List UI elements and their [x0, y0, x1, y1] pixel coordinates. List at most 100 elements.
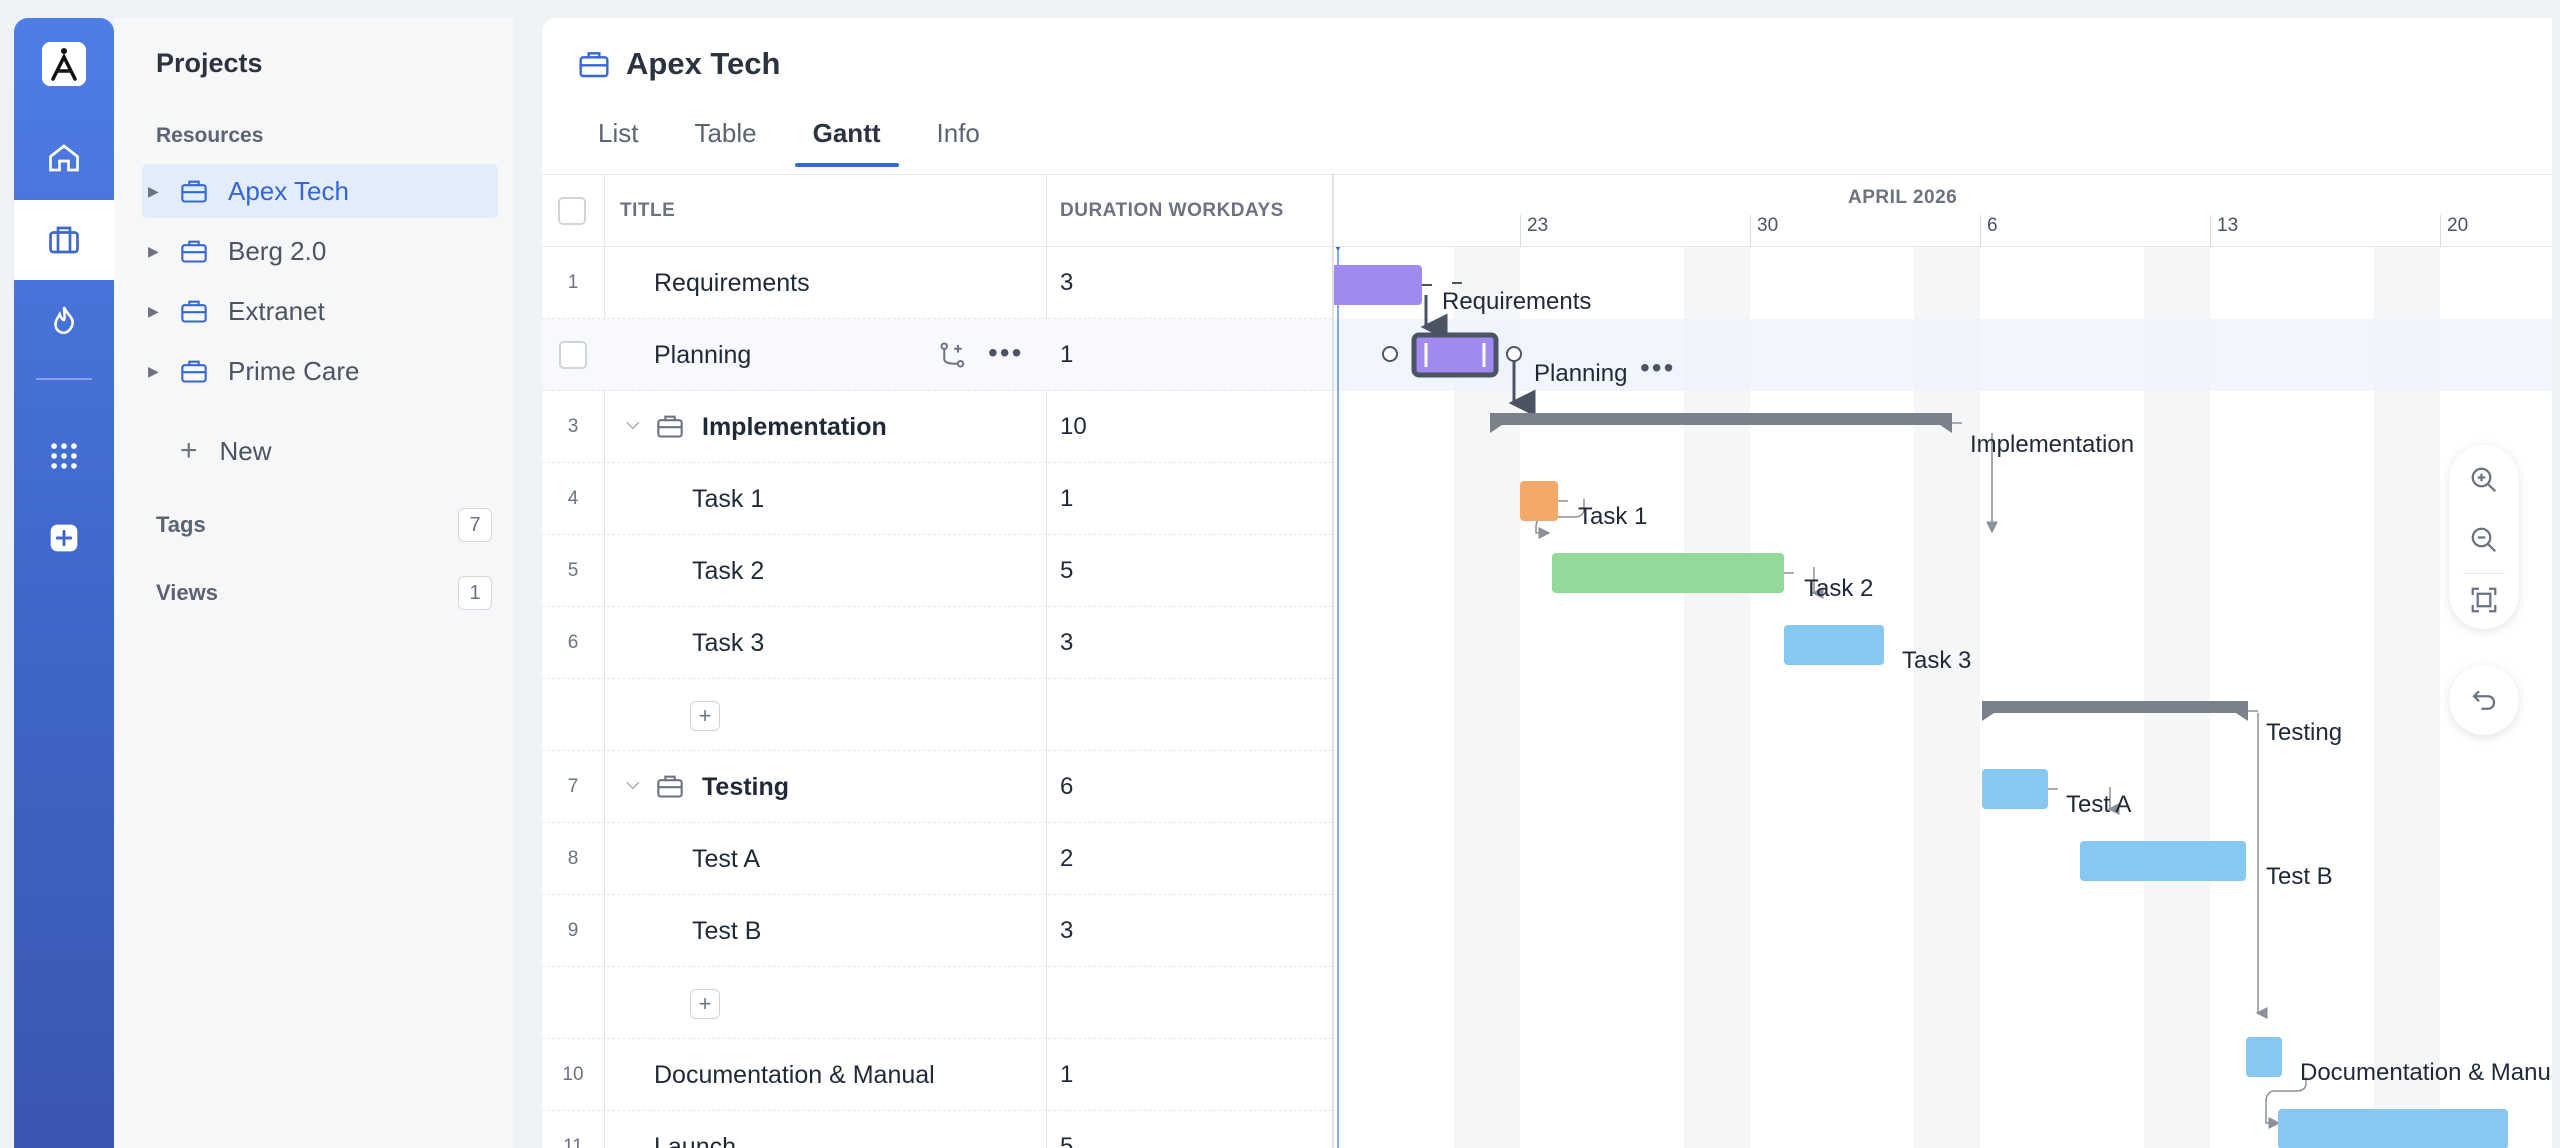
- row-duration[interactable]: 3: [1060, 917, 1074, 944]
- add-subtask-button[interactable]: +: [690, 701, 720, 731]
- fit-to-screen-icon[interactable]: [2469, 585, 2499, 620]
- flame-icon[interactable]: [14, 280, 114, 360]
- row-checkbox[interactable]: [542, 319, 604, 391]
- row-title[interactable]: Requirements: [654, 268, 810, 297]
- main-panel: Apex Tech List Table Gantt Info TITLE DU…: [542, 18, 2552, 1148]
- expand-caret-icon[interactable]: ▶: [148, 362, 159, 379]
- project-item-berg[interactable]: ▶ Berg 2.0: [142, 224, 498, 278]
- row-number: 4: [567, 488, 579, 509]
- row-duration[interactable]: 2: [1060, 845, 1074, 872]
- bar-requirements[interactable]: [1334, 265, 1422, 305]
- row-title[interactable]: Implementation: [702, 412, 887, 441]
- briefcase-icon: [180, 178, 208, 204]
- table-row[interactable]: 5 Task 2 5: [542, 535, 1332, 607]
- link-handle-left[interactable]: [1382, 346, 1398, 362]
- bar-test-b[interactable]: [2080, 841, 2246, 881]
- expand-caret-icon[interactable]: ▶: [148, 302, 159, 319]
- table-row[interactable]: 10 Documentation & Manual 1: [542, 1039, 1332, 1111]
- table-row[interactable]: 8 Test A 2: [542, 823, 1332, 895]
- app-logo[interactable]: [42, 42, 86, 86]
- timeline-header: APRIL 2026 23 30 6 13 20: [1334, 175, 2552, 247]
- views-section[interactable]: Views 1: [156, 576, 492, 610]
- row-duration[interactable]: 6: [1060, 773, 1074, 800]
- add-dependency-icon[interactable]: [938, 341, 968, 374]
- new-label: New: [219, 435, 272, 466]
- apps-grid-icon[interactable]: [14, 416, 114, 496]
- new-project-button[interactable]: + New: [142, 426, 498, 476]
- grid-divider: [1046, 175, 1047, 1148]
- table-row[interactable]: 4 Task 1 1: [542, 463, 1332, 535]
- tags-section[interactable]: Tags 7: [156, 508, 492, 542]
- undo-icon: [2472, 690, 2496, 710]
- select-all-checkbox[interactable]: [558, 175, 586, 247]
- bar-label-test-a: Test A: [2066, 791, 2132, 818]
- summary-bar-testing[interactable]: [1982, 701, 2248, 721]
- add-subtask-row: +: [542, 679, 1332, 751]
- bar-more-options-icon[interactable]: •••: [1640, 352, 1676, 383]
- zoom-in-icon[interactable]: [2469, 465, 2499, 500]
- bar-test-a[interactable]: [1982, 769, 2048, 809]
- tab-table[interactable]: Table: [694, 118, 757, 148]
- view-tabs: List Table Gantt Info: [588, 118, 1026, 167]
- row-title[interactable]: Planning: [654, 340, 752, 369]
- project-item-prime-care[interactable]: ▶ Prime Care: [142, 344, 498, 398]
- row-title[interactable]: Task 2: [692, 556, 765, 585]
- project-item-extranet[interactable]: ▶ Extranet: [142, 284, 498, 338]
- zoom-out-icon[interactable]: [2469, 525, 2499, 560]
- bar-task-1[interactable]: [1520, 481, 1558, 521]
- column-header-title[interactable]: TITLE: [620, 200, 676, 221]
- rail-divider: [36, 378, 92, 380]
- collapse-chevron-icon[interactable]: ⌵: [626, 413, 640, 433]
- row-duration[interactable]: 1: [1060, 485, 1074, 512]
- project-label: Apex Tech: [228, 175, 349, 206]
- row-duration[interactable]: 5: [1060, 1133, 1074, 1148]
- row-duration[interactable]: 3: [1060, 269, 1074, 296]
- home-icon[interactable]: [14, 118, 114, 198]
- bar-task-3[interactable]: [1784, 625, 1884, 665]
- row-duration[interactable]: 3: [1060, 629, 1074, 656]
- row-title[interactable]: Testing: [702, 772, 790, 801]
- project-item-apex-tech[interactable]: ▶ Apex Tech: [142, 164, 498, 218]
- expand-caret-icon[interactable]: ▶: [148, 182, 159, 199]
- table-row[interactable]: 9 Test B 3: [542, 895, 1332, 967]
- tab-gantt[interactable]: Gantt: [794, 118, 899, 167]
- undo-button[interactable]: [2449, 665, 2519, 735]
- weekend-shade: [1684, 247, 1750, 1148]
- table-row[interactable]: 1 Requirements 3: [542, 247, 1332, 319]
- row-number: 6: [567, 632, 579, 653]
- row-duration[interactable]: 5: [1060, 557, 1074, 584]
- weekend-shade: [1914, 247, 1980, 1148]
- table-row[interactable]: 7 ⌵ Testing 6: [542, 751, 1332, 823]
- row-duration[interactable]: 1: [1060, 1061, 1074, 1088]
- row-title[interactable]: Launch: [654, 1132, 737, 1148]
- more-options-icon[interactable]: •••: [988, 337, 1024, 368]
- tags-count-badge: 7: [458, 508, 492, 542]
- bar-documentation[interactable]: [2246, 1037, 2282, 1077]
- bar-task-2[interactable]: [1552, 553, 1784, 593]
- table-row[interactable]: 3 ⌵ Implementation 10: [542, 391, 1332, 463]
- expand-caret-icon[interactable]: ▶: [148, 242, 159, 259]
- row-title[interactable]: Test A: [692, 844, 761, 873]
- table-row[interactable]: Planning ••• 1: [542, 319, 1332, 391]
- collapse-chevron-icon[interactable]: ⌵: [626, 773, 640, 793]
- bar-launch[interactable]: [2278, 1109, 2508, 1148]
- add-subtask-button[interactable]: +: [690, 989, 720, 1019]
- add-icon[interactable]: [14, 498, 114, 578]
- column-header-duration[interactable]: DURATION WORKDAYS: [1060, 200, 1284, 221]
- link-handle-right[interactable]: [1506, 346, 1522, 362]
- tab-list[interactable]: List: [598, 118, 639, 148]
- row-title[interactable]: Task 1: [692, 484, 765, 513]
- table-row[interactable]: 6 Task 3 3: [542, 607, 1332, 679]
- row-title[interactable]: Task 3: [692, 628, 765, 657]
- row-duration[interactable]: 10: [1060, 413, 1087, 440]
- row-duration[interactable]: 1: [1060, 341, 1074, 368]
- sidebar-title: Projects: [156, 48, 263, 78]
- bar-planning[interactable]: [1411, 332, 1499, 378]
- row-title[interactable]: Documentation & Manual: [654, 1060, 935, 1089]
- row-number: 7: [567, 776, 579, 797]
- tab-info[interactable]: Info: [936, 118, 980, 148]
- table-row[interactable]: 11 Launch 5: [542, 1111, 1332, 1148]
- summary-bar-implementation[interactable]: [1490, 413, 1952, 433]
- row-title[interactable]: Test B: [692, 916, 762, 945]
- projects-icon[interactable]: [14, 200, 114, 280]
